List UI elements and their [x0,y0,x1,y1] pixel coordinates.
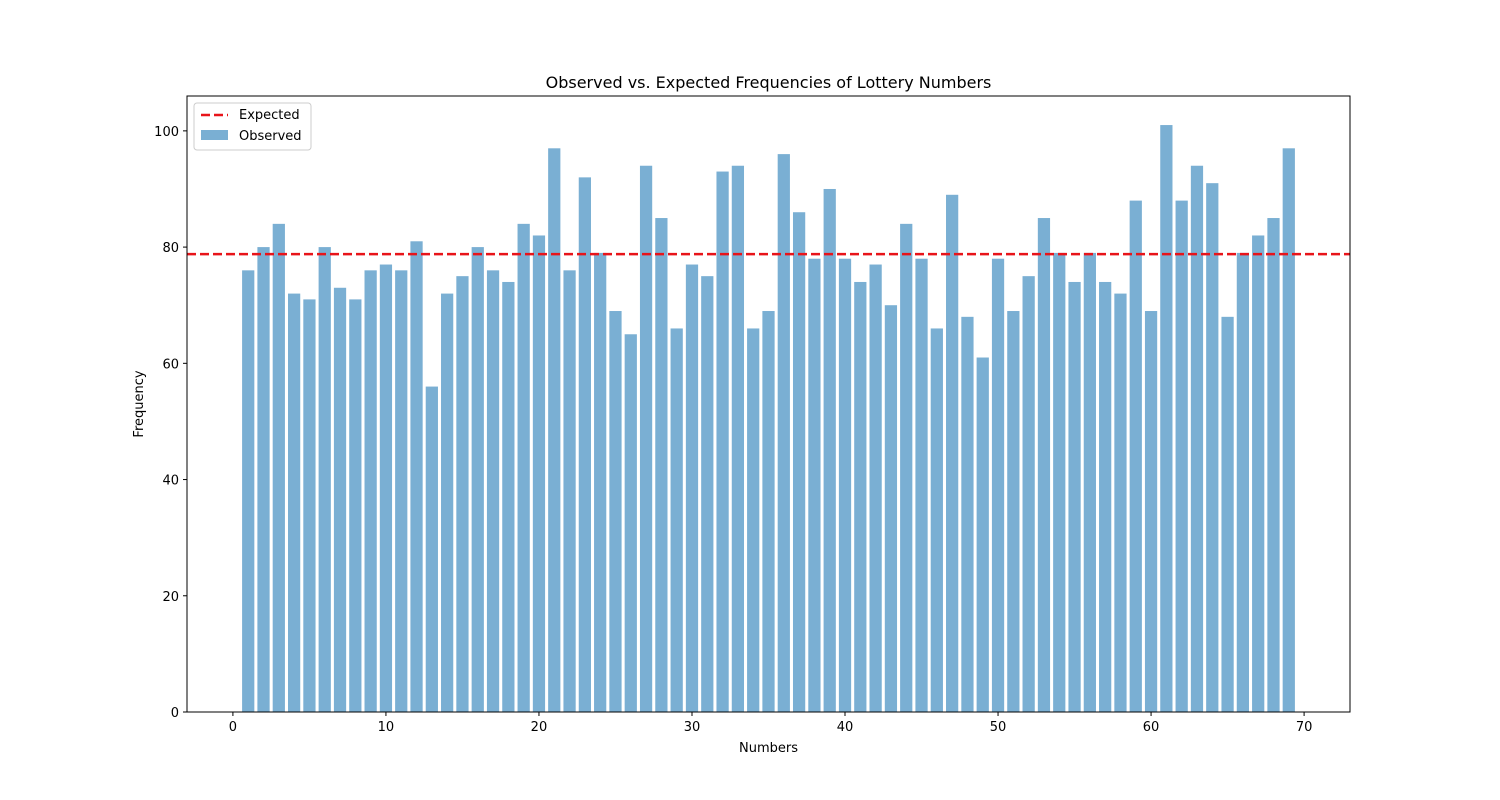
bar-13 [425,386,438,712]
y-tick-label: 0 [171,706,179,721]
legend: Expected Observed [193,102,312,151]
bar-42 [869,264,882,712]
bar-15 [456,276,469,712]
bar-31 [701,276,714,712]
bar-6 [318,247,331,712]
bar-60 [1144,311,1158,712]
bar-47 [946,194,959,712]
bar-34 [747,328,760,712]
legend-observed-swatch [201,130,228,140]
x-tick-label: 60 [1143,720,1160,735]
bar-16 [471,247,484,712]
bar-46 [930,328,943,712]
bar-68 [1267,218,1280,713]
bar-40 [838,258,852,712]
bar-2 [257,247,270,712]
y-axis-ticks: 0 20 40 60 80 100 [154,125,187,721]
bar-25 [609,311,622,712]
bar-18 [502,281,515,712]
x-tick-label: 10 [378,720,395,735]
bar-62 [1175,200,1188,713]
bar-50 [991,258,1005,712]
x-axis-ticks: 0 10 20 30 40 50 60 70 [229,712,1313,735]
bar-11 [395,270,408,712]
y-tick-label: 20 [162,590,179,605]
bar-49 [976,357,989,712]
bar-8 [349,299,362,712]
bar-36 [777,154,790,712]
bar-23 [578,177,591,712]
bar-69 [1282,148,1295,712]
bar-26 [624,334,637,712]
bar-41 [854,281,867,712]
bar-20 [532,235,546,713]
bar-39 [823,188,836,712]
chart-title: Observed vs. Expected Frequencies of Lot… [546,73,992,92]
x-tick-label: 0 [229,720,237,735]
bar-33 [731,165,745,713]
bar-52 [1022,276,1035,712]
bar-24 [594,252,607,713]
bar-10 [379,264,393,712]
bar-27 [639,165,653,713]
bar-30 [685,264,699,712]
bar-19 [517,223,530,712]
bar-45 [915,258,928,712]
y-tick-label: 80 [162,241,179,256]
x-axis-label: Numbers [739,741,798,756]
bar-1 [242,270,255,712]
y-axis-label: Frequency [132,370,147,437]
y-tick-label: 100 [154,125,179,140]
observed-bars [242,125,1295,713]
plot-frame [186,95,1351,713]
bar-67 [1252,235,1265,713]
bar-14 [441,293,454,712]
y-tick-label: 60 [162,357,179,372]
bar-32 [716,171,729,712]
bar-9 [364,270,377,712]
bar-53 [1037,218,1051,713]
bar-57 [1099,281,1112,712]
bar-54 [1053,252,1066,713]
bar-3 [272,223,285,712]
legend-expected-label: Expected [239,108,300,123]
bar-21 [548,148,561,712]
x-tick-label: 30 [684,720,701,735]
bar-44 [900,223,913,712]
bar-51 [1007,311,1020,712]
bar-17 [486,270,500,712]
bar-59 [1129,200,1142,713]
bar-35 [762,311,775,712]
bar-61 [1160,125,1173,713]
bar-64 [1206,183,1219,713]
bar-63 [1190,165,1204,713]
bar-55 [1068,281,1081,712]
x-tick-label: 40 [837,720,854,735]
bar-66 [1236,252,1250,713]
bar-4 [287,293,301,712]
x-tick-label: 50 [990,720,1007,735]
bar-28 [655,218,668,713]
bar-12 [410,241,423,712]
bar-56 [1083,252,1096,713]
bar-5 [303,299,316,712]
y-tick-label: 40 [162,474,179,489]
bar-65 [1221,316,1234,712]
bar-38 [808,258,821,712]
bar-58 [1114,293,1127,712]
bar-48 [961,316,974,712]
legend-observed-label: Observed [239,129,302,144]
bar-29 [670,328,683,712]
bar-7 [333,287,347,712]
x-tick-label: 70 [1296,720,1313,735]
bar-37 [792,212,806,712]
x-tick-label: 20 [531,720,548,735]
bar-22 [563,270,576,712]
bar-43 [884,305,898,712]
